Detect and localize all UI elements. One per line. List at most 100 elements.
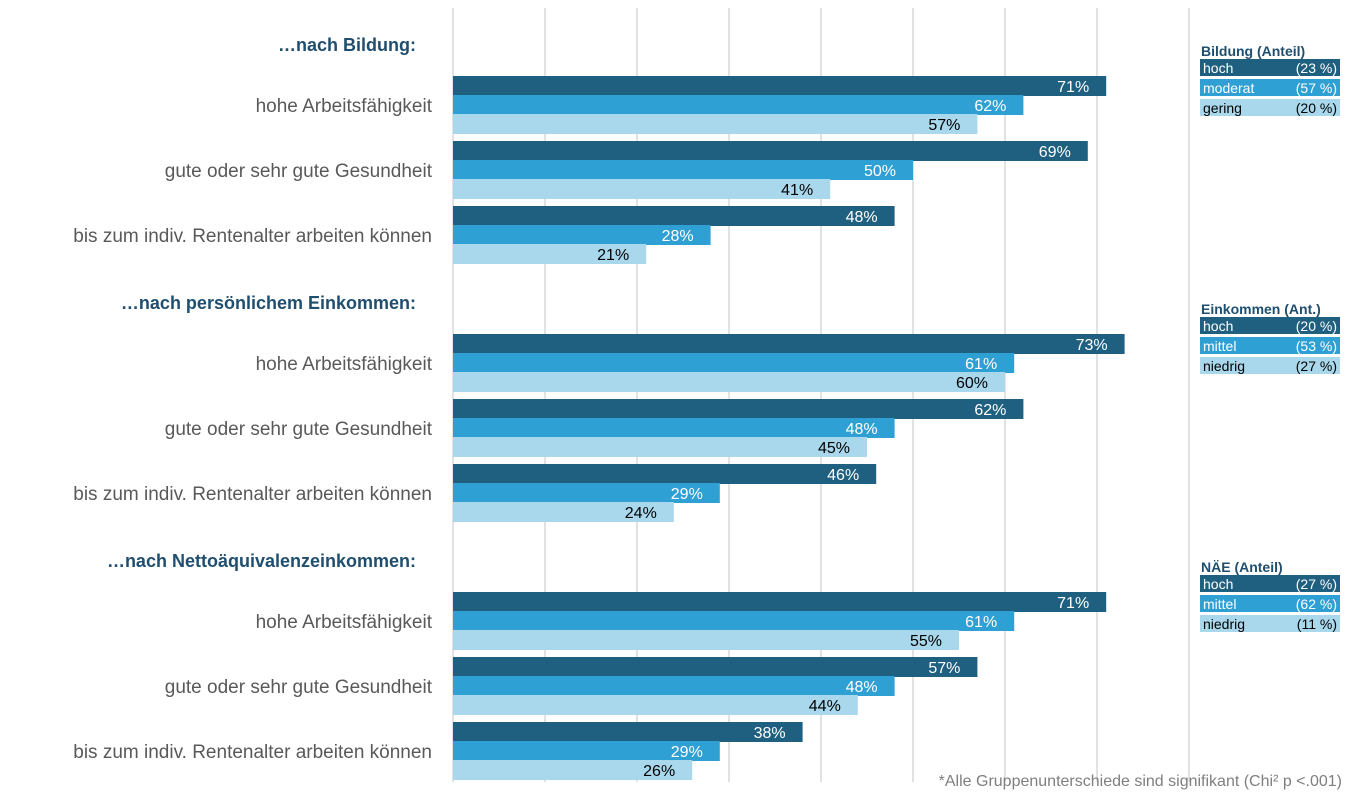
- bar-niedrig: [453, 502, 674, 522]
- bar-niedrig: [453, 244, 647, 264]
- legend-item-name: mittel: [1203, 338, 1236, 354]
- bar-mittel: [453, 741, 720, 761]
- legend-swatch: [1200, 575, 1340, 592]
- legend-item-name: mittel: [1203, 596, 1236, 612]
- category-label: hohe Arbeitsfähigkeit: [256, 96, 433, 117]
- bar-hoch: [453, 657, 978, 677]
- category-label: gute oder sehr gute Gesundheit: [165, 677, 433, 698]
- bar-hoch: [453, 464, 877, 484]
- gridlines: [452, 8, 1190, 782]
- data-label: 29%: [671, 744, 703, 761]
- data-label: 28%: [662, 228, 694, 245]
- category-label: gute oder sehr gute Gesundheit: [165, 419, 433, 440]
- bar-mittel: [453, 353, 1015, 373]
- data-label: 44%: [809, 698, 841, 715]
- data-label: 61%: [965, 356, 997, 373]
- legend-item-share: (20 %): [1296, 100, 1337, 116]
- data-label: 57%: [928, 117, 960, 134]
- data-label: 45%: [818, 440, 850, 457]
- data-label: 48%: [846, 209, 878, 226]
- bar-mittel: [453, 95, 1024, 115]
- legend-item-share: (11 %): [1297, 616, 1337, 632]
- legend-title: Einkommen (Ant.): [1201, 301, 1321, 317]
- legend-item-name: niedrig: [1203, 616, 1245, 632]
- legend-item-name: niedrig: [1203, 358, 1245, 374]
- data-label: 71%: [1057, 79, 1089, 96]
- bar-niedrig: [453, 372, 1005, 392]
- legends: Bildung (Anteil)hoch (23 %)moderat (57 %)g…: [1200, 43, 1340, 632]
- group-title: …nach Bildung:: [278, 35, 416, 55]
- legend-item-name: moderat: [1203, 80, 1254, 96]
- bar-niedrig: [453, 179, 831, 199]
- legend-item-share: (62 %): [1296, 596, 1337, 612]
- bar-hoch: [453, 141, 1088, 161]
- data-label: 71%: [1057, 595, 1089, 612]
- data-label: 48%: [846, 421, 878, 438]
- bar-mittel: [453, 676, 895, 696]
- legend-item-share: (23 %): [1296, 60, 1337, 76]
- data-label: 60%: [956, 375, 988, 392]
- bar-niedrig: [453, 630, 959, 650]
- bars: [453, 76, 1125, 780]
- category-label: hohe Arbeitsfähigkeit: [256, 354, 433, 375]
- data-label: 24%: [625, 505, 657, 522]
- legend-swatch: [1200, 317, 1340, 334]
- data-label: 62%: [974, 98, 1006, 115]
- legend-swatch: [1200, 595, 1340, 612]
- data-label: 46%: [827, 467, 859, 484]
- legend-swatch: [1200, 357, 1340, 374]
- footnote: *Alle Gruppenunterschiede sind signifika…: [939, 773, 1342, 790]
- data-label: 29%: [671, 486, 703, 503]
- bar-mittel: [453, 160, 913, 180]
- legend-item-share: (57 %): [1296, 80, 1337, 96]
- bar-hoch: [453, 722, 803, 742]
- bar-hoch: [453, 592, 1107, 612]
- bar-hoch: [453, 334, 1125, 354]
- legend-item-name: gering: [1203, 100, 1242, 116]
- data-label: 26%: [643, 763, 675, 780]
- bar-niedrig: [453, 695, 858, 715]
- legend-item-share: (27 %): [1296, 358, 1337, 374]
- data-label: 50%: [864, 163, 896, 180]
- category-label: bis zum indiv. Rentenalter arbeiten könn…: [73, 484, 432, 505]
- legend-swatch: [1200, 79, 1340, 96]
- category-label: gute oder sehr gute Gesundheit: [165, 161, 433, 182]
- legend-item-name: hoch: [1203, 60, 1233, 76]
- data-label: 62%: [974, 402, 1006, 419]
- category-label: bis zum indiv. Rentenalter arbeiten könn…: [73, 742, 432, 763]
- legend-item-name: hoch: [1203, 318, 1233, 334]
- legend-title: Bildung (Anteil): [1201, 43, 1305, 59]
- legend-swatch: [1200, 59, 1340, 76]
- data-label: 55%: [910, 633, 942, 650]
- bar-hoch: [453, 206, 895, 226]
- legend-item-share: (27 %): [1296, 576, 1337, 592]
- legend-item-share: (53 %): [1296, 338, 1337, 354]
- bar-hoch: [453, 399, 1024, 419]
- bar-hoch: [453, 76, 1107, 96]
- legend-swatch: [1200, 615, 1340, 632]
- bar-niedrig: [453, 760, 693, 780]
- bar-niedrig: [453, 437, 867, 457]
- data-label: 48%: [846, 679, 878, 696]
- data-label: 73%: [1076, 337, 1108, 354]
- bar-mittel: [453, 483, 720, 503]
- legend-item-name: hoch: [1203, 576, 1233, 592]
- bar-niedrig: [453, 114, 978, 134]
- legend-swatch: [1200, 99, 1340, 116]
- data-label: 41%: [781, 182, 813, 199]
- bar-mittel: [453, 225, 711, 245]
- bar-mittel: [453, 611, 1015, 631]
- legend-item-share: (20 %): [1296, 318, 1337, 334]
- bar-mittel: [453, 418, 895, 438]
- data-label: 57%: [928, 660, 960, 677]
- legend-title: NÄE (Anteil): [1201, 559, 1283, 575]
- labels: …nach Bildung: hohe Arbeitsfähigkeit 71% 62…: [73, 35, 1107, 780]
- data-label: 38%: [754, 725, 786, 742]
- category-label: bis zum indiv. Rentenalter arbeiten könn…: [73, 226, 432, 247]
- data-label: 21%: [597, 247, 629, 264]
- legend-swatch: [1200, 337, 1340, 354]
- group-title: …nach Nettoäquivalenzeinkommen:: [107, 551, 416, 571]
- data-label: 61%: [965, 614, 997, 631]
- group-title: …nach persönlichem Einkommen:: [121, 293, 416, 313]
